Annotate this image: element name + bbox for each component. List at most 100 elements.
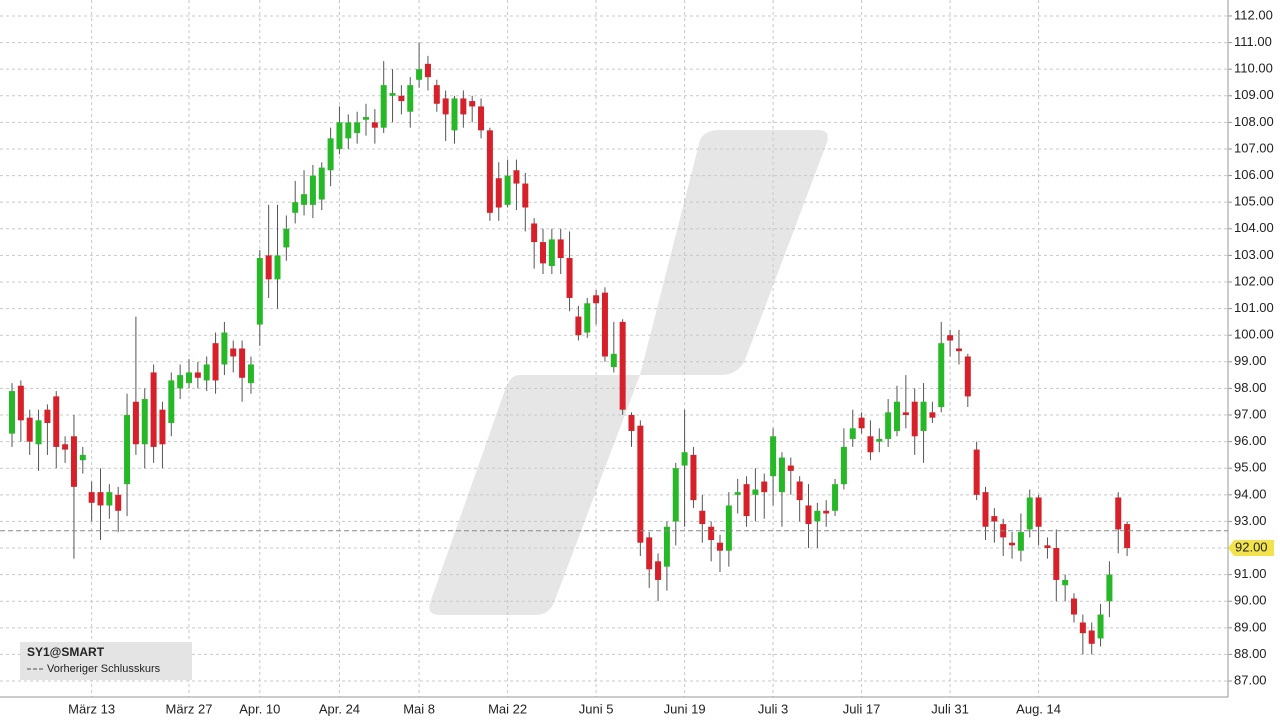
candle-body — [239, 348, 246, 378]
candle-body — [1071, 598, 1077, 615]
candle-body — [894, 401, 900, 431]
candle-body — [743, 484, 750, 517]
candle-body — [70, 436, 77, 487]
candle-body — [141, 399, 148, 445]
candle-body — [486, 130, 493, 213]
candle-body — [513, 170, 520, 184]
candle-body — [778, 457, 785, 493]
candle-body — [354, 122, 361, 134]
candle-body — [840, 446, 847, 485]
candle-body — [1115, 497, 1122, 530]
candle-body — [79, 454, 86, 461]
y-tick-label: 90.00 — [1234, 593, 1267, 608]
candle-body — [867, 436, 874, 453]
candle-body — [752, 489, 759, 495]
y-tick-label: 104.00 — [1234, 220, 1274, 235]
candle-body — [964, 356, 971, 397]
candle-body — [787, 465, 794, 471]
candle-body — [371, 122, 378, 128]
y-tick-label: 87.00 — [1234, 672, 1267, 687]
x-tick-label: Juni 5 — [579, 701, 614, 716]
y-tick-label: 106.00 — [1234, 167, 1274, 182]
candle-body — [424, 63, 431, 78]
candle-body — [858, 417, 865, 429]
candle-body — [548, 239, 555, 267]
candle-body — [619, 321, 626, 410]
candle-body — [947, 335, 954, 341]
candle-body — [628, 415, 635, 431]
candle-body — [938, 343, 945, 408]
candle-body — [256, 258, 263, 325]
candle-body — [389, 93, 396, 96]
y-tick-label: 103.00 — [1234, 247, 1274, 262]
y-tick-label: 98.00 — [1234, 380, 1267, 395]
candle-body — [17, 385, 24, 421]
candle-body — [610, 353, 617, 368]
candle-body — [62, 444, 69, 450]
candle-body — [681, 452, 688, 466]
y-tick-label: 110.00 — [1234, 61, 1273, 76]
candle-body — [203, 364, 210, 381]
candle-body — [1088, 630, 1095, 644]
candle-body — [796, 481, 803, 501]
candle-body — [717, 542, 723, 551]
candle-body — [115, 494, 122, 511]
candle-body — [407, 85, 414, 112]
candle-body — [398, 95, 405, 102]
candle-body — [832, 484, 839, 511]
candle-body — [416, 69, 423, 80]
candle-body — [1035, 497, 1042, 527]
y-tick-label: 89.00 — [1234, 619, 1267, 634]
candle-body — [902, 412, 909, 416]
candle-body — [991, 516, 998, 522]
x-tick-label: Juli 17 — [843, 701, 881, 716]
candle-body — [53, 396, 60, 447]
candle-body — [911, 401, 918, 437]
candle-body — [601, 292, 608, 357]
candle-body — [1124, 524, 1131, 549]
candle-body — [725, 505, 732, 551]
candle-body — [1079, 622, 1086, 634]
candle-body — [1026, 497, 1033, 530]
candle-body — [495, 178, 502, 208]
y-tick-label: 95.00 — [1234, 460, 1267, 475]
candle-body — [637, 425, 644, 543]
candle-body — [557, 239, 564, 259]
y-tick-label: 97.00 — [1234, 406, 1267, 421]
candle-body — [663, 526, 670, 567]
candle-body — [265, 255, 272, 280]
candle-body — [920, 401, 927, 431]
candle-body — [504, 175, 511, 205]
candle-body — [106, 492, 113, 506]
candle-body — [26, 417, 33, 442]
candle-body — [283, 228, 290, 248]
candle-body — [97, 492, 104, 506]
x-tick-label: Aug. 14 — [1016, 701, 1061, 716]
x-tick-label: März 27 — [166, 701, 213, 716]
candle-body — [708, 526, 715, 541]
candle-body — [1044, 545, 1051, 549]
legend — [20, 642, 192, 680]
candle-body — [1062, 579, 1069, 586]
candle-body — [433, 85, 440, 104]
candle-body — [1053, 548, 1060, 580]
candle-body — [531, 223, 538, 243]
y-tick-label: 111.00 — [1234, 34, 1272, 49]
candle-body — [522, 183, 529, 208]
candle-body — [823, 510, 830, 514]
y-tick-label: 99.00 — [1234, 353, 1267, 368]
x-tick-label: Mai 22 — [488, 701, 527, 716]
candle-body — [212, 343, 219, 381]
candle-body — [88, 492, 95, 503]
candle-body — [150, 372, 157, 447]
y-tick-label: 96.00 — [1234, 433, 1267, 448]
x-tick-label: Juni 19 — [664, 701, 706, 716]
candle-body — [973, 449, 980, 495]
candle-body — [186, 372, 192, 384]
candle-body — [478, 106, 485, 131]
candle-body — [699, 510, 706, 525]
candle-body — [734, 492, 741, 495]
candle-body — [885, 412, 892, 439]
candle-body — [44, 409, 51, 423]
